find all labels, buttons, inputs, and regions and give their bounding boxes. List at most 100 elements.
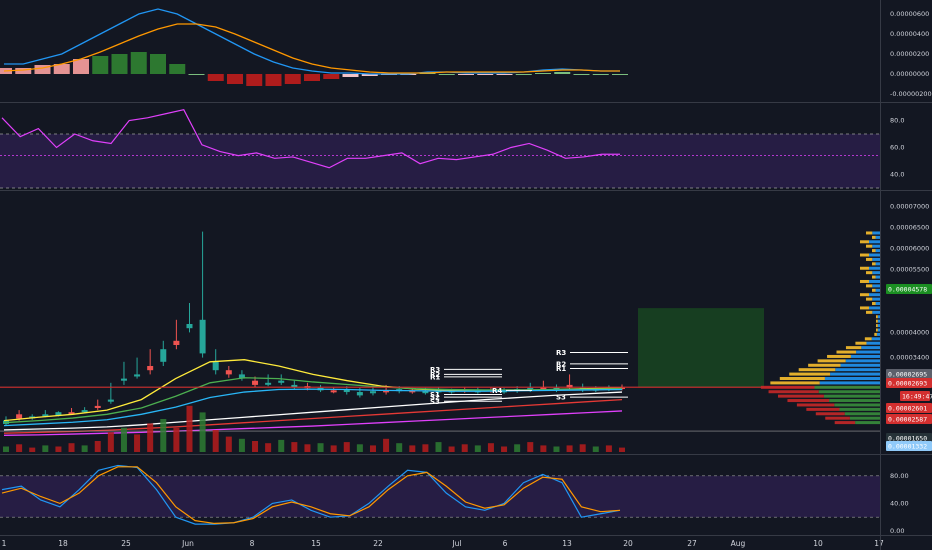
candle-body[interactable] — [120, 378, 127, 381]
volume-profile-bar — [823, 394, 880, 398]
candle-body[interactable] — [225, 370, 232, 375]
volume-profile-bar — [872, 310, 880, 314]
macd-histogram-bar — [477, 74, 494, 75]
volume-bar — [68, 443, 75, 452]
candle-body[interactable] — [566, 384, 573, 388]
stoch-d-line — [1, 466, 621, 525]
candle-body[interactable] — [160, 349, 167, 362]
candle-body[interactable] — [265, 382, 272, 385]
candle-body[interactable] — [383, 390, 390, 393]
time-axis[interactable]: 1 18 25 Jun 8 15 22 Jul 6 13 20 27 Aug 10 17 — [2, 539, 884, 548]
volume-bar — [29, 447, 36, 452]
candle-body[interactable] — [16, 414, 23, 419]
volume-profile-bar — [869, 253, 880, 257]
candle-body[interactable] — [68, 412, 75, 415]
rsi-pane[interactable] — [0, 109, 880, 189]
signal-line — [3, 23, 620, 74]
candle-body[interactable] — [356, 392, 363, 396]
volume-profile-bar — [866, 297, 873, 301]
candle-body[interactable] — [134, 374, 141, 377]
price-axis[interactable]: 0.00000600 0.00000400 0.00000200 0.00000000… — [886, 10, 932, 535]
volume-profile-bar — [855, 341, 867, 345]
candle-body[interactable] — [147, 366, 154, 371]
candle-body[interactable] — [527, 387, 534, 391]
macd-tick-label: 0.00000400 — [890, 30, 929, 38]
volume-profile-bar — [827, 354, 851, 358]
volume-bar — [409, 445, 416, 452]
pivot-label-r2: R2 — [556, 360, 566, 368]
volume-bar — [3, 446, 9, 452]
volume-bar — [173, 427, 180, 452]
volume-bar — [147, 423, 154, 452]
macd-histogram-bar — [246, 74, 263, 86]
price-badge-bg — [886, 441, 932, 451]
time-axis-label: 20 — [623, 539, 633, 548]
pivot-label-r3: R3 — [430, 366, 440, 374]
volume-profile-bar — [860, 293, 869, 297]
volume-bar — [619, 447, 625, 452]
candle-body[interactable] — [199, 319, 206, 354]
price-badge-text: 16:49:47 — [902, 393, 932, 401]
macd-histogram-bar — [284, 74, 301, 84]
pivot-label-r3: R3 — [556, 349, 566, 357]
candle-body[interactable] — [278, 380, 285, 383]
price-badge-support2: 0.00002587 — [886, 414, 932, 424]
candle-body[interactable] — [330, 390, 337, 393]
volume-profile-bar — [778, 394, 824, 398]
candle-body[interactable] — [291, 384, 298, 387]
macd-histogram-bar — [265, 74, 282, 86]
volume-bar — [291, 442, 298, 452]
stochastic-pane[interactable] — [0, 464, 880, 525]
candle-body[interactable] — [186, 324, 193, 329]
macd-histogram-bar — [515, 74, 532, 75]
macd-histogram-bar — [130, 52, 147, 74]
candle-body[interactable] — [252, 380, 259, 385]
volume-bar — [317, 443, 324, 452]
volume-profile-bar — [861, 346, 880, 350]
volume-bar — [107, 432, 114, 452]
candle-body[interactable] — [212, 361, 219, 371]
macd-histogram-bar — [438, 74, 455, 75]
time-axis-label: 15 — [311, 539, 321, 548]
macd-histogram-bar — [304, 74, 320, 81]
candle-body[interactable] — [55, 412, 62, 416]
time-axis-label: Jul — [451, 539, 461, 548]
volume-bar — [186, 405, 193, 452]
volume-profile-bar — [877, 315, 880, 319]
stoch-band — [0, 475, 880, 518]
candle-body[interactable] — [42, 414, 49, 417]
volume-bar — [396, 443, 403, 452]
candle-body[interactable] — [343, 389, 350, 393]
volume-profile-bar — [866, 257, 873, 261]
macd-histogram-bar — [573, 74, 590, 75]
volume-profile-bar — [834, 403, 880, 407]
volume-profile-bar — [875, 235, 880, 239]
volume-profile-bar — [875, 302, 880, 306]
volume-bar — [514, 444, 521, 452]
macd-histogram-bar — [554, 72, 571, 74]
volume-profile-bar — [860, 240, 869, 244]
candle-body[interactable] — [238, 374, 245, 379]
volume-bar — [592, 446, 599, 452]
volume-profile-bar — [866, 310, 873, 314]
volume-profile-bar — [849, 416, 880, 420]
volume-profile-bar — [872, 302, 876, 306]
volume-profile-bar — [806, 407, 840, 411]
macd-pane[interactable] — [0, 8, 628, 86]
volume-profile-bar — [872, 271, 880, 275]
candle-body[interactable] — [422, 391, 429, 394]
price-badge-text: 0.00004578 — [888, 286, 927, 294]
candle-body[interactable] — [107, 399, 114, 402]
candle-body[interactable] — [81, 410, 88, 413]
price-tick-label: 0.00006500 — [890, 223, 929, 231]
candle-body[interactable] — [173, 340, 180, 345]
volume-profile-bar — [839, 407, 880, 411]
candle-body[interactable] — [94, 405, 101, 408]
volume-profile-bar — [834, 421, 856, 425]
price-badge-bg — [886, 433, 932, 443]
candle-body[interactable] — [369, 391, 376, 394]
macd-histogram-bar — [34, 65, 51, 74]
candle-body[interactable] — [540, 387, 547, 390]
